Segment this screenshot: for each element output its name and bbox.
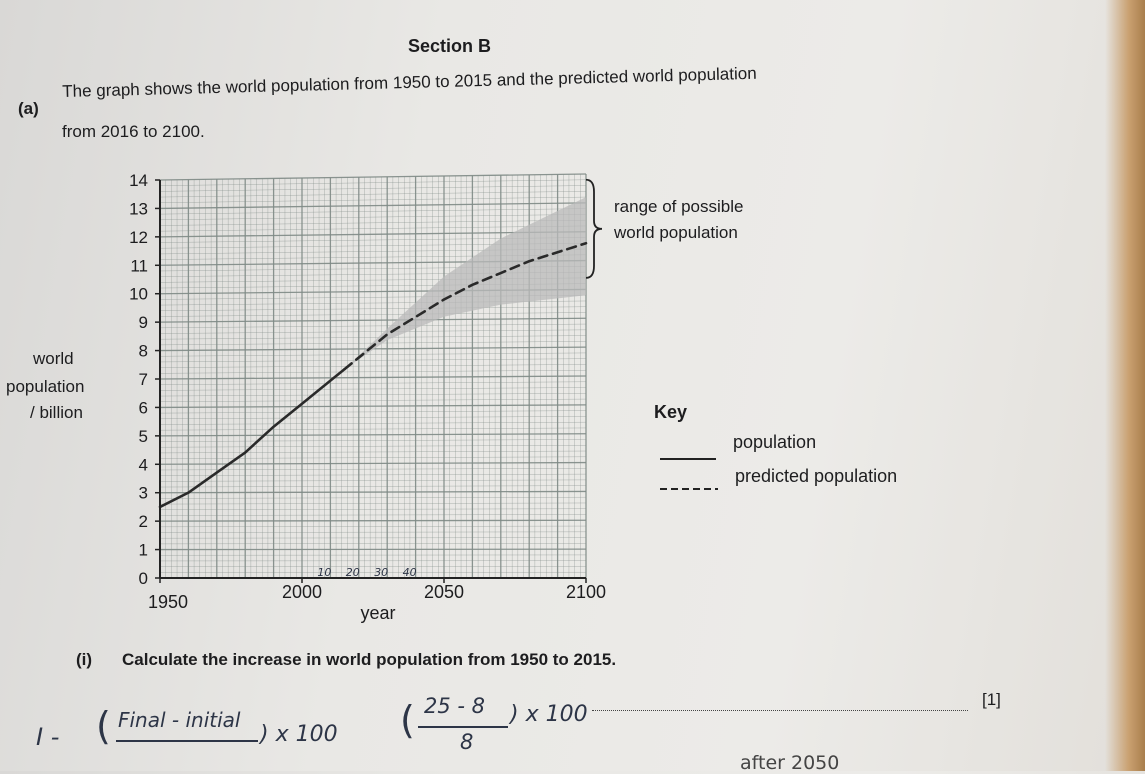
y-tick-label: 8 bbox=[139, 342, 148, 361]
y-tick-label: 0 bbox=[139, 569, 148, 588]
grid-minor-h bbox=[160, 503, 586, 504]
handwritten-decade-note: 20 bbox=[346, 566, 360, 579]
y-tick-label: 13 bbox=[129, 199, 148, 218]
grid-minor-h bbox=[160, 353, 586, 356]
grid-minor-h bbox=[160, 411, 586, 413]
grid-minor-h bbox=[160, 180, 586, 186]
grid-minor-h bbox=[160, 359, 586, 362]
grid-minor-h bbox=[160, 364, 586, 367]
handwritten-fraction-bar bbox=[116, 740, 258, 742]
grid-major-h bbox=[160, 174, 586, 180]
grid-major-h bbox=[160, 405, 586, 408]
handwritten-fraction-bar-2 bbox=[418, 726, 508, 728]
grid-minor-h bbox=[160, 509, 586, 510]
handwritten-decade-note: 10 bbox=[317, 566, 331, 579]
x-tick-label: 1950 bbox=[148, 592, 188, 612]
grid-minor-h bbox=[160, 382, 586, 385]
grid-minor-h bbox=[160, 543, 586, 544]
x-tick-label: 2100 bbox=[566, 582, 606, 602]
handwritten-decade-note: 40 bbox=[403, 566, 417, 579]
grid-minor-h bbox=[160, 214, 586, 219]
y-tick-label: 7 bbox=[139, 370, 148, 389]
grid-minor-h bbox=[160, 370, 586, 373]
y-tick-label: 10 bbox=[129, 285, 148, 304]
handwritten-bracket-open: ( bbox=[96, 704, 111, 748]
grid-minor-h bbox=[160, 451, 586, 453]
grid-minor-h bbox=[160, 220, 586, 225]
grid-minor-h bbox=[160, 399, 586, 402]
grid-major-h bbox=[160, 491, 586, 492]
grid-minor-h bbox=[160, 515, 586, 516]
grid-minor-h bbox=[160, 480, 586, 481]
y-tick-label: 9 bbox=[139, 313, 148, 332]
grid-minor-h bbox=[160, 486, 586, 487]
grid-minor-h bbox=[160, 416, 586, 418]
handwritten-prefix: I - bbox=[36, 723, 59, 751]
marks-label: [1] bbox=[982, 690, 1001, 710]
handwritten-numerator: Final - initial bbox=[118, 708, 240, 732]
grid-major-h bbox=[160, 318, 586, 322]
grid-minor-h bbox=[160, 457, 586, 459]
grid-minor-h bbox=[160, 336, 586, 340]
x-tick-label: 2000 bbox=[282, 582, 322, 602]
y-tick-label: 3 bbox=[139, 484, 148, 503]
sub-question-text: Calculate the increase in world populati… bbox=[122, 650, 616, 670]
grid-minor-h bbox=[160, 526, 586, 527]
grid-minor-h bbox=[160, 428, 586, 430]
x-tick-label: 2050 bbox=[424, 582, 464, 602]
grid-minor-h bbox=[160, 388, 586, 391]
grid-major-h bbox=[160, 463, 586, 465]
handwritten-suffix-2: ) x 100 bbox=[510, 702, 588, 727]
grid-minor-h bbox=[160, 191, 586, 197]
y-tick-label: 6 bbox=[139, 398, 148, 417]
grid-major-h bbox=[160, 520, 586, 521]
y-tick-label: 14 bbox=[129, 171, 148, 190]
y-tick-label: 11 bbox=[130, 256, 148, 275]
grid-minor-h bbox=[160, 307, 586, 311]
grid-minor-h bbox=[160, 497, 586, 498]
grid-major-h bbox=[160, 203, 586, 209]
x-axis-label: year bbox=[360, 603, 395, 623]
grid-minor-h bbox=[160, 330, 586, 334]
grid-major-h bbox=[160, 434, 586, 436]
range-brace bbox=[586, 180, 602, 278]
handwritten-numerator-2: 25 - 8 bbox=[424, 694, 485, 718]
y-tick-label: 2 bbox=[139, 512, 148, 531]
grid-minor-h bbox=[160, 197, 586, 203]
grid-minor-h bbox=[160, 422, 586, 424]
y-tick-label: 12 bbox=[129, 228, 148, 247]
grid-minor-h bbox=[160, 393, 586, 396]
grid-major-h bbox=[160, 376, 586, 379]
grid-minor-h bbox=[160, 209, 586, 214]
grid-minor-h bbox=[160, 324, 586, 328]
grid-minor-h bbox=[160, 313, 586, 317]
handwritten-bracket-open-2: ( bbox=[400, 698, 415, 742]
y-tick-label: 4 bbox=[139, 455, 148, 474]
y-tick-label: 1 bbox=[139, 541, 148, 560]
sub-question-label: (i) bbox=[76, 650, 92, 670]
y-tick-label: 5 bbox=[139, 427, 148, 446]
grid-minor-h bbox=[160, 186, 586, 192]
handwritten-denominator-2: 8 bbox=[460, 730, 473, 754]
answer-line[interactable] bbox=[592, 710, 968, 711]
grid-minor-h bbox=[160, 474, 586, 476]
handwritten-decade-note: 30 bbox=[374, 566, 388, 579]
grid-minor-h bbox=[160, 532, 586, 533]
grid-minor-h bbox=[160, 445, 586, 447]
grid-minor-h bbox=[160, 538, 586, 539]
handwritten-suffix: ) x 100 bbox=[260, 722, 338, 747]
grid-minor-h bbox=[160, 439, 586, 441]
